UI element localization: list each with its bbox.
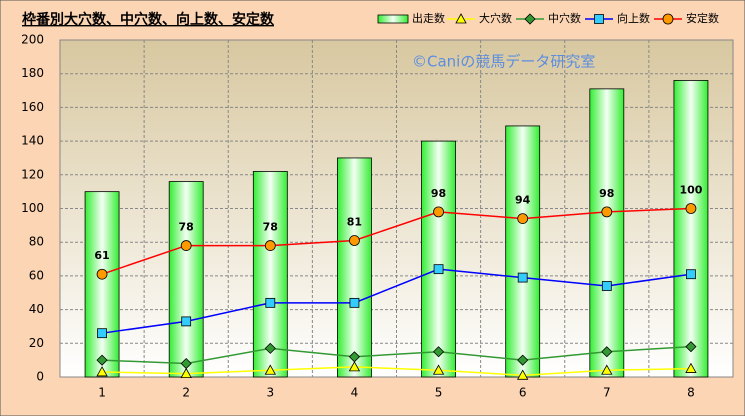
y-tick-label: 60 xyxy=(29,268,44,282)
marker xyxy=(601,206,613,218)
marker xyxy=(264,364,276,375)
marker xyxy=(265,297,276,308)
y-tick-label: 160 xyxy=(21,100,44,114)
data-label: 98 xyxy=(431,187,446,200)
y-tick-label: 20 xyxy=(29,336,44,350)
legend-label: 中穴数 xyxy=(548,11,581,25)
line xyxy=(102,345,691,365)
marker xyxy=(264,342,276,354)
marker xyxy=(432,346,445,358)
marker xyxy=(433,264,444,275)
marker xyxy=(601,364,613,375)
legend-marker xyxy=(594,14,604,24)
marker xyxy=(96,366,108,377)
bar xyxy=(673,80,709,378)
marker xyxy=(180,240,192,251)
marker xyxy=(349,297,360,308)
marker xyxy=(433,206,444,218)
marker xyxy=(97,328,107,339)
y-tick-label: 200 xyxy=(21,33,44,47)
marker xyxy=(601,346,613,358)
marker xyxy=(180,357,192,370)
marker xyxy=(96,354,108,366)
x-tick-label: 1 xyxy=(98,386,106,400)
marker xyxy=(685,362,697,373)
x-tick-label: 8 xyxy=(687,386,695,400)
y-tick-label: 80 xyxy=(29,235,44,249)
legend-marker xyxy=(455,13,467,24)
marker xyxy=(348,351,361,363)
marker xyxy=(180,367,192,379)
marker xyxy=(348,361,361,372)
line xyxy=(102,366,691,377)
bar xyxy=(337,157,372,378)
chart-title: 枠番別大穴数、中穴数、向上数、安定数 xyxy=(22,11,275,28)
x-tick-label: 7 xyxy=(603,386,611,400)
marker xyxy=(517,213,529,225)
marker xyxy=(349,235,360,246)
data-label: 78 xyxy=(263,221,278,234)
marker xyxy=(181,316,192,327)
y-tick-label: 40 xyxy=(29,302,44,316)
y-tick-label: 120 xyxy=(21,167,44,181)
legend-label: 安定数 xyxy=(686,11,719,25)
legend-marker xyxy=(662,13,674,25)
marker xyxy=(432,364,445,375)
y-tick-label: 0 xyxy=(36,370,44,384)
marker xyxy=(96,268,108,280)
marker xyxy=(601,281,612,291)
y-tick-label: 180 xyxy=(21,66,44,80)
marker xyxy=(686,269,696,280)
bar xyxy=(168,181,204,378)
bar xyxy=(505,125,541,378)
y-tick-label: 140 xyxy=(21,134,44,148)
bar xyxy=(252,171,288,378)
x-tick-label: 3 xyxy=(266,386,274,400)
legend-label: 大穴数 xyxy=(479,11,512,25)
data-label: 81 xyxy=(347,216,362,229)
legend-label: 向上数 xyxy=(617,11,650,25)
data-label: 78 xyxy=(179,221,194,234)
x-tick-label: 6 xyxy=(519,386,527,400)
x-tick-label: 4 xyxy=(351,386,359,400)
legend-marker xyxy=(524,13,536,25)
x-tick-label: 2 xyxy=(182,386,190,400)
marker xyxy=(517,272,528,283)
data-label: 61 xyxy=(94,249,109,262)
marker xyxy=(685,203,697,214)
legend-swatch xyxy=(377,14,409,24)
watermark: ©Caniの競馬データ研究室 xyxy=(412,53,595,71)
y-tick-label: 100 xyxy=(21,201,44,215)
bar xyxy=(589,88,625,378)
bar xyxy=(421,140,456,378)
marker xyxy=(517,369,529,380)
marker xyxy=(264,240,276,251)
line xyxy=(101,268,692,334)
data-label: 98 xyxy=(599,187,614,200)
data-label: 100 xyxy=(679,184,702,197)
marker xyxy=(685,341,697,353)
bar xyxy=(84,191,120,378)
marker xyxy=(517,354,529,366)
x-tick-label: 5 xyxy=(435,386,443,400)
data-label: 94 xyxy=(515,194,531,207)
line xyxy=(101,207,691,275)
legend-label: 出走数 xyxy=(412,11,445,25)
